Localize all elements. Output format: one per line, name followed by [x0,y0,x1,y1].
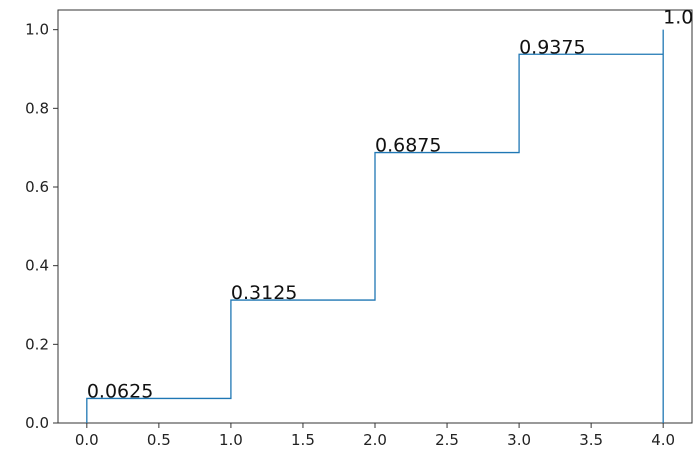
x-tick-label: 3.5 [579,431,603,449]
value-label: 0.0625 [87,380,153,402]
y-tick-label: 0.2 [25,335,49,353]
x-tick-label: 2.5 [435,431,459,449]
y-tick-label: 0.8 [25,99,49,117]
x-tick-label: 2.0 [363,431,387,449]
value-label: 1.0 [663,7,693,29]
step-line [86,29,664,423]
x-tick-label: 0.0 [75,431,99,449]
value-label: 0.9375 [519,36,585,58]
x-tick-label: 4.0 [651,431,675,449]
value-label: 0.3125 [231,282,297,304]
x-tick-label: 0.5 [147,431,171,449]
y-tick-label: 0.0 [25,414,49,432]
y-tick-label: 1.0 [25,21,49,39]
x-tick-label: 1.5 [291,431,315,449]
x-tick-label: 1.0 [219,431,243,449]
value-label: 0.6875 [375,135,441,157]
y-tick-label: 0.4 [25,257,49,275]
x-tick-label: 3.0 [507,431,531,449]
y-tick-label: 0.6 [25,178,49,196]
